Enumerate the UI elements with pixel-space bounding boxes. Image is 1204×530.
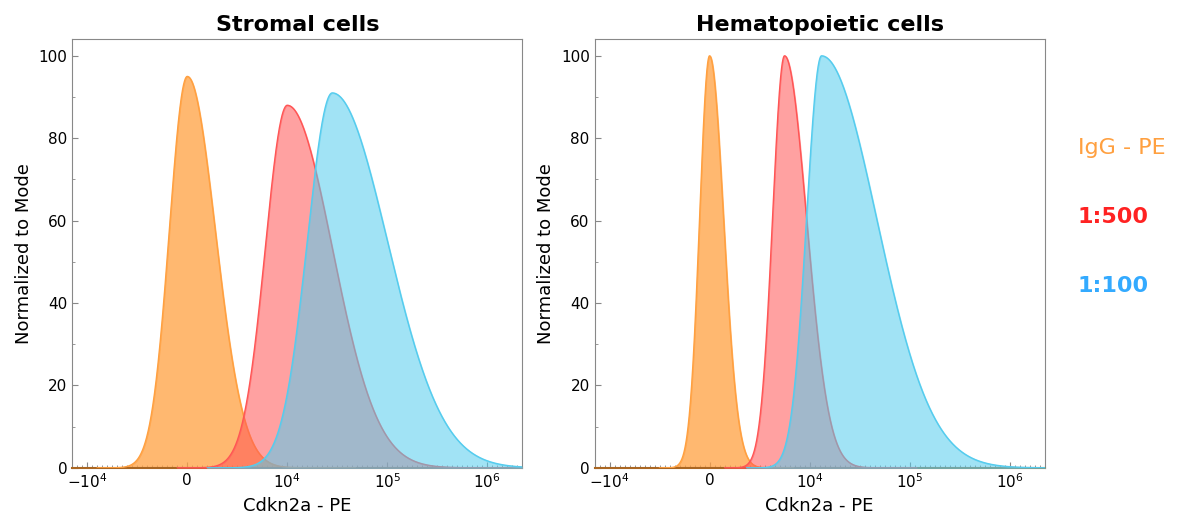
Y-axis label: Normalized to Mode: Normalized to Mode <box>537 163 555 344</box>
X-axis label: Cdkn2a - PE: Cdkn2a - PE <box>766 497 874 515</box>
X-axis label: Cdkn2a - PE: Cdkn2a - PE <box>243 497 352 515</box>
Text: IgG - PE: IgG - PE <box>1078 138 1165 158</box>
Y-axis label: Normalized to Mode: Normalized to Mode <box>14 163 33 344</box>
Title: Stromal cells: Stromal cells <box>216 15 379 35</box>
Text: 1:100: 1:100 <box>1078 276 1149 296</box>
Text: 1:500: 1:500 <box>1078 207 1149 227</box>
Title: Hematopoietic cells: Hematopoietic cells <box>696 15 944 35</box>
